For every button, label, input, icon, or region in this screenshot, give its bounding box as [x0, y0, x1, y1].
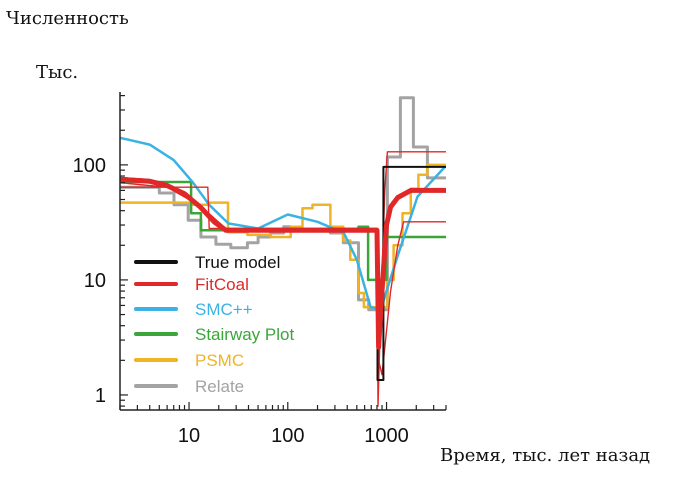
x-tick-label: 10 — [178, 425, 200, 447]
series-line-smc- — [120, 136, 446, 312]
y-axis-title: Численность — [6, 8, 129, 29]
series-line-fitcoal — [120, 182, 446, 376]
y-axis-unit: Тыс. — [36, 62, 79, 83]
x-tick-label: 100 — [271, 425, 304, 447]
legend-label-relate: Relate — [195, 377, 244, 396]
x-tick-label: 1000 — [364, 425, 409, 447]
series-line-fitcoal — [120, 151, 446, 407]
legend-label-fitcoal: FitCoal — [195, 275, 249, 294]
legend-label-psmc: PSMC — [195, 351, 244, 370]
y-tick-label: 100 — [73, 155, 106, 177]
legend-label-true-model: True model — [195, 253, 280, 272]
series-line-fitcoal — [120, 176, 446, 350]
legend-label-smc-: SMC++ — [195, 300, 253, 319]
y-tick-label: 10 — [84, 270, 106, 292]
y-tick-label: 1 — [95, 385, 106, 407]
x-axis-title: Время, тыс. лет назад — [440, 445, 651, 466]
legend-label-stairway-plot: Stairway Plot — [195, 325, 294, 344]
